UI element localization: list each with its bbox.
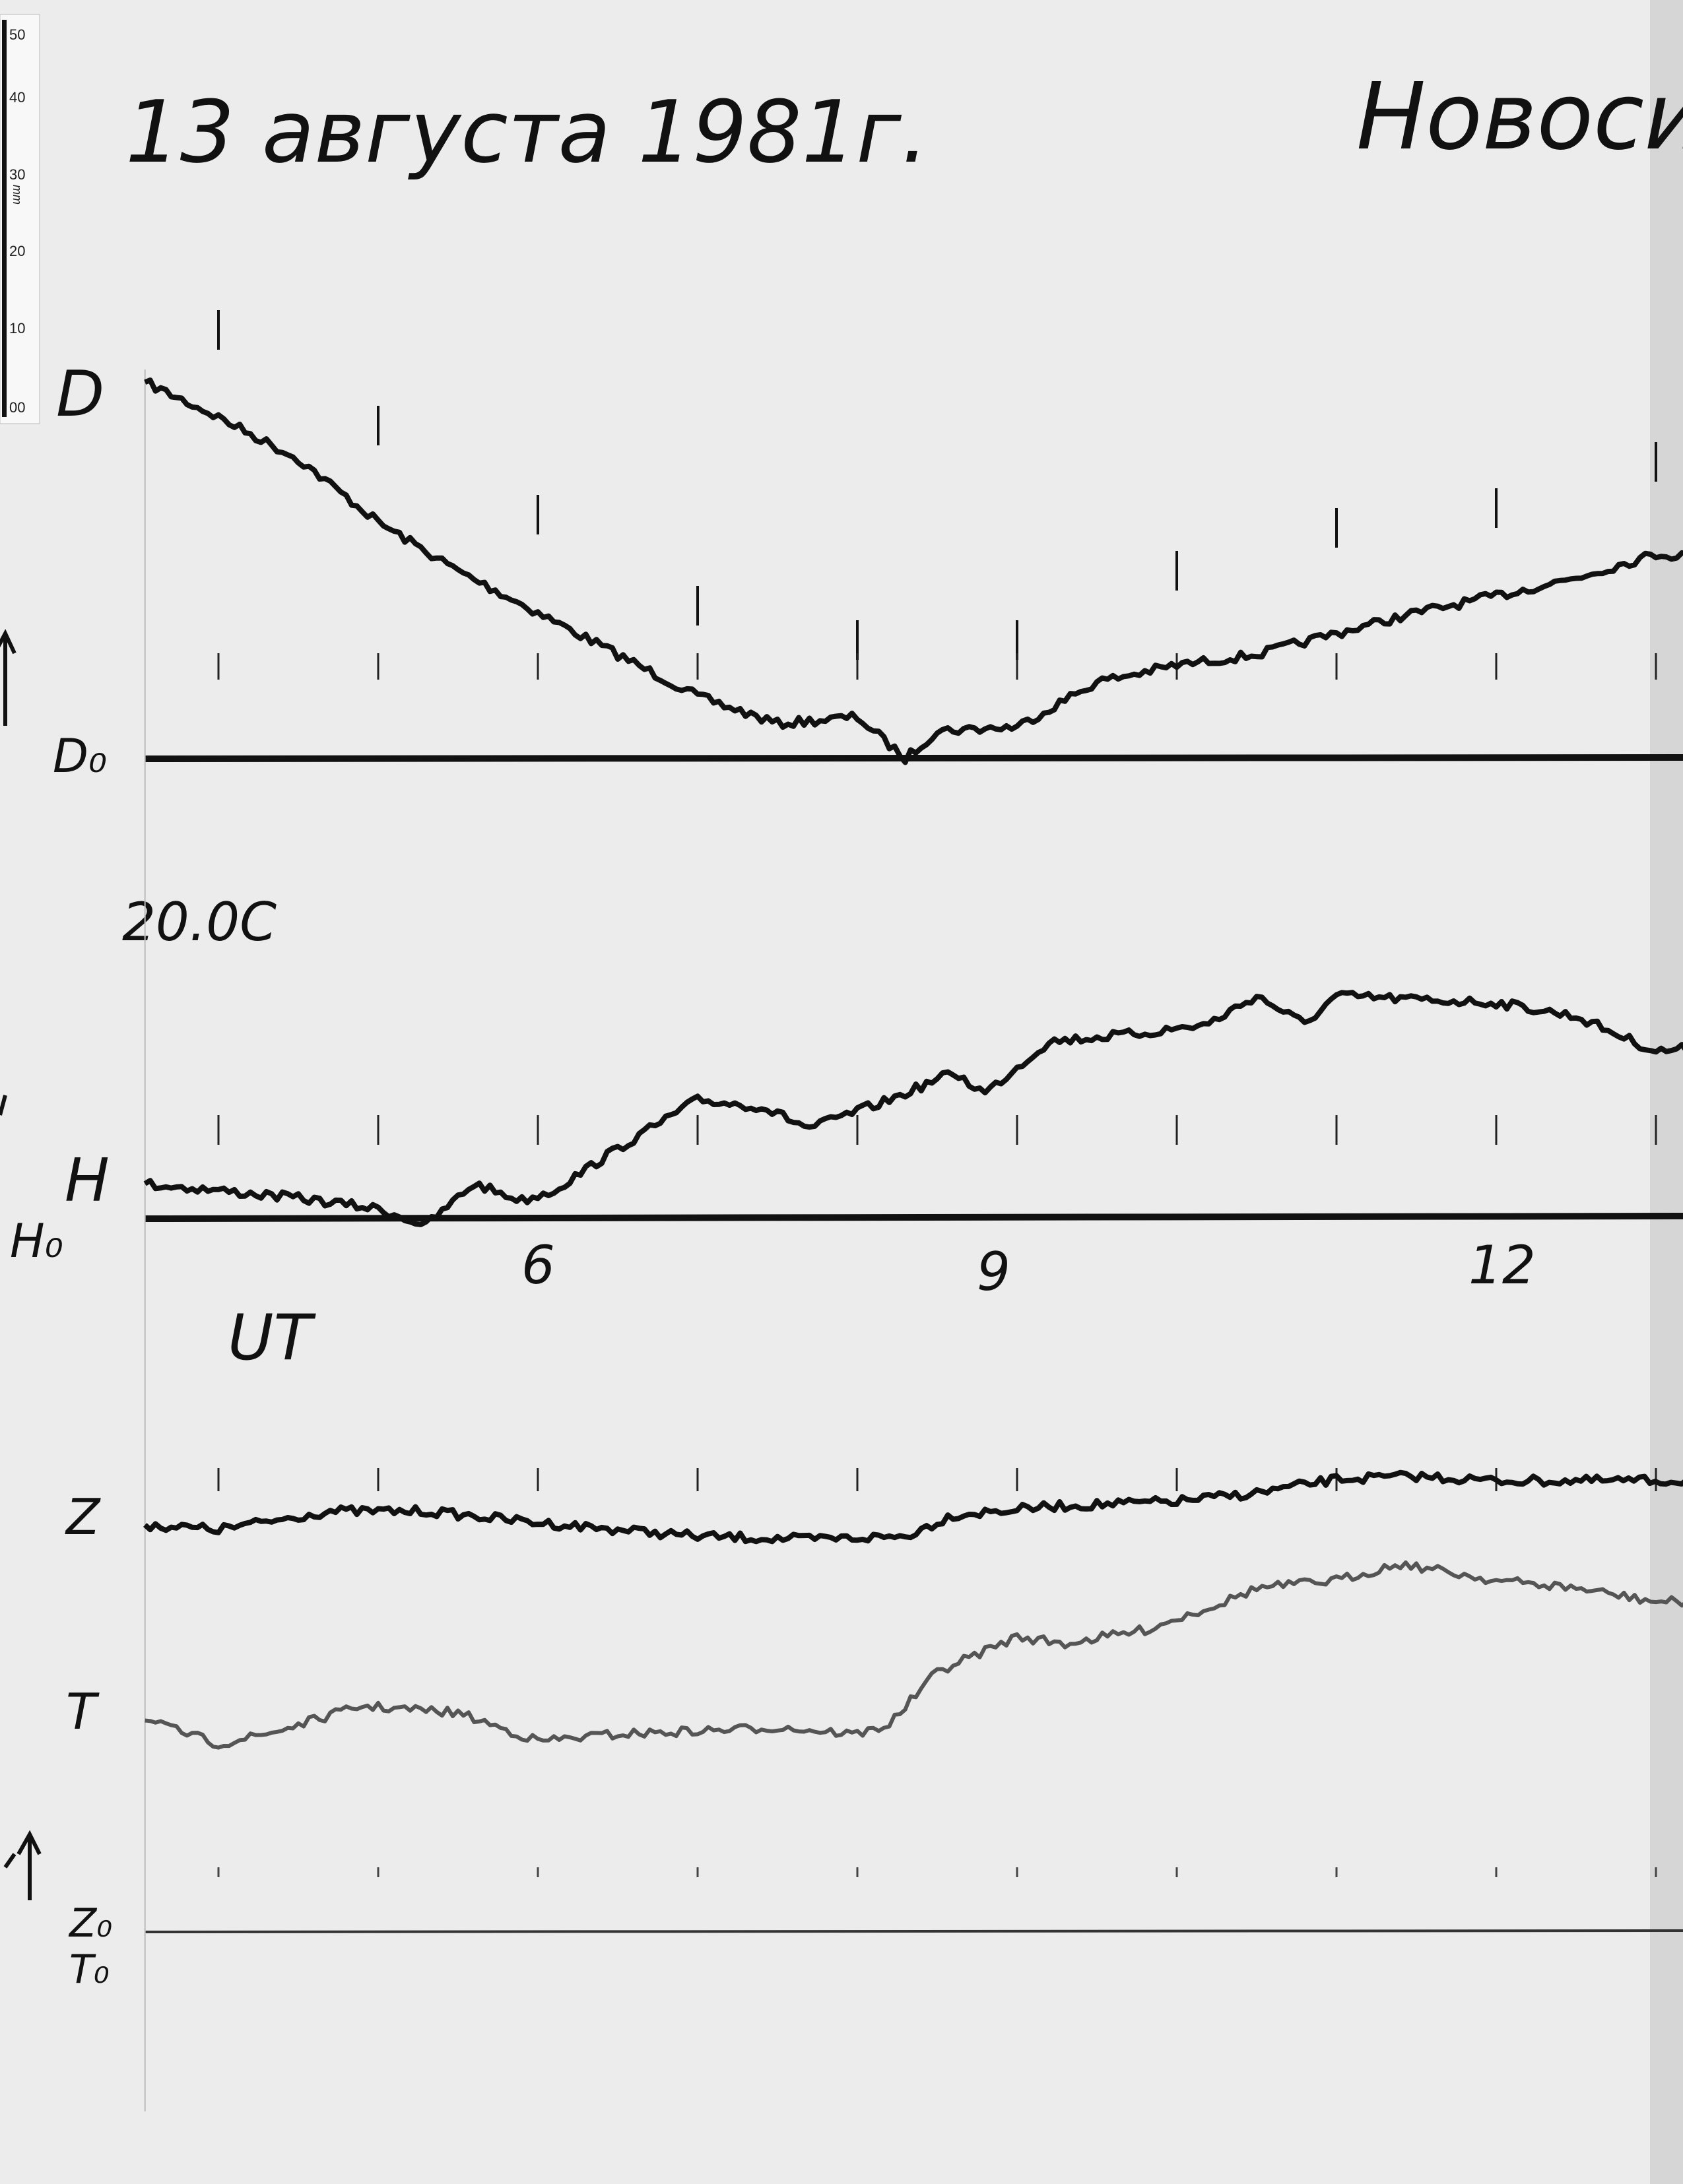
x-axis-label-UT: UT — [228, 1302, 317, 1374]
scan-edge — [1650, 0, 1683, 2184]
label-H: H — [65, 1146, 110, 1215]
x-tick-label-6: 6 — [521, 1235, 555, 1296]
arrow-up-icon — [0, 1095, 7, 1116]
arrow-up-icon — [0, 629, 16, 726]
ruler-unit: mm — [11, 185, 24, 205]
label-T: T — [66, 1683, 100, 1741]
trace-layer — [143, 310, 1683, 2111]
ruler-tick-40: 40 — [9, 89, 25, 106]
arrow-up-icon — [3, 1830, 42, 1900]
ruler-tick-30: 30 — [9, 166, 25, 183]
label-D: D — [56, 358, 104, 431]
label-H0: H₀ — [10, 1214, 63, 1268]
label-temperature: 20.0C — [122, 891, 277, 953]
label-D0: D₀ — [53, 729, 107, 783]
record-date: 13 августа 1981г. — [125, 82, 929, 182]
baseline-Z0-T0 — [145, 1929, 1683, 1933]
ruler-tick-20: 20 — [9, 243, 25, 259]
trace-D — [144, 377, 1683, 765]
label-Z0: Z₀ — [68, 1900, 112, 1946]
label-T0: T₀ — [69, 1946, 110, 1993]
trace-Z — [143, 1469, 1683, 1545]
trace-T — [145, 1560, 1683, 1750]
baseline-H0 — [145, 1213, 1683, 1222]
x-tick-label-9: 9 — [977, 1241, 1010, 1302]
baseline-D0 — [145, 754, 1683, 762]
station-name: Новоси — [1356, 63, 1683, 171]
trace-H — [143, 990, 1683, 1227]
label-Z: Z — [65, 1488, 101, 1546]
ruler-tick-50: 50 — [9, 26, 25, 43]
mm-ruler: 50 40 30 20 10 00 mm — [0, 14, 40, 424]
ruler-tick-10: 10 — [9, 320, 25, 337]
x-tick-label-12: 12 — [1468, 1235, 1536, 1296]
ruler-tick-00: 00 — [9, 399, 25, 416]
